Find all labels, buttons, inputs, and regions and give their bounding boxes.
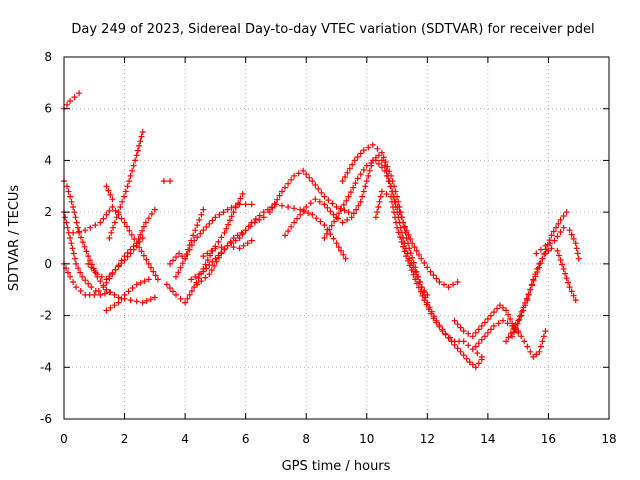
series-markers xyxy=(509,245,579,340)
series-sat-m xyxy=(173,206,207,280)
x-tick-label: 8 xyxy=(302,432,310,446)
x-tick-label: 2 xyxy=(121,432,129,446)
y-tick-label: 6 xyxy=(44,102,52,116)
series-markers xyxy=(173,206,207,280)
x-tick-label: 14 xyxy=(480,432,495,446)
series-markers xyxy=(103,183,116,203)
y-tick-label: -2 xyxy=(40,309,52,323)
series-sat-w xyxy=(472,317,549,360)
series-markers xyxy=(372,188,485,371)
y-tick-label: -6 xyxy=(40,412,52,426)
data-series xyxy=(61,90,582,371)
series-markers xyxy=(160,178,173,185)
y-tick-label: 4 xyxy=(44,153,52,167)
y-tick-label: 8 xyxy=(44,50,52,64)
grid-lines xyxy=(64,57,609,419)
series-markers xyxy=(103,276,152,314)
series-markers xyxy=(106,129,146,241)
series-sat-g xyxy=(103,276,152,314)
series-sat-z xyxy=(533,224,582,262)
y-tick-labels: -6 -4 -2 0 2 4 6 8 xyxy=(40,50,52,426)
series-markers xyxy=(200,237,255,260)
y-tick-label: 2 xyxy=(44,205,52,219)
series-markers xyxy=(472,317,549,360)
series-sat-u xyxy=(372,188,485,371)
series-sat-o xyxy=(200,237,255,260)
y-tick-label: 0 xyxy=(44,257,52,271)
x-tick-label: 4 xyxy=(181,432,189,446)
series-sat-j xyxy=(160,178,173,185)
x-tick-label: 18 xyxy=(601,432,616,446)
series-sat-q xyxy=(266,167,352,216)
x-tick-labels: 0 2 4 6 8 10 12 14 16 18 xyxy=(60,432,616,446)
axis-ticks xyxy=(63,56,610,420)
x-tick-label: 6 xyxy=(242,432,250,446)
series-sat-f xyxy=(103,183,116,203)
series-markers xyxy=(266,167,352,216)
series-sat-h xyxy=(106,129,146,241)
x-tick-label: 12 xyxy=(420,432,435,446)
plot-frame xyxy=(63,56,610,420)
series-markers xyxy=(85,235,146,283)
series-markers xyxy=(194,214,267,288)
series-markers xyxy=(503,209,570,345)
series-markers xyxy=(533,224,582,262)
y-axis-label: SDTVAR / TECUs xyxy=(7,185,22,292)
x-tick-label: 16 xyxy=(541,432,556,446)
series-sat-y xyxy=(503,209,570,345)
x-tick-label: 10 xyxy=(359,432,374,446)
series-sat-x xyxy=(509,245,579,340)
x-tick-label: 0 xyxy=(60,432,68,446)
series-sat-p xyxy=(194,214,267,288)
chart-title: Day 249 of 2023, Sidereal Day-to-day VTE… xyxy=(71,22,594,37)
series-sat-i xyxy=(85,235,146,283)
x-axis-label: GPS time / hours xyxy=(282,459,391,474)
y-tick-label: -4 xyxy=(40,360,52,374)
